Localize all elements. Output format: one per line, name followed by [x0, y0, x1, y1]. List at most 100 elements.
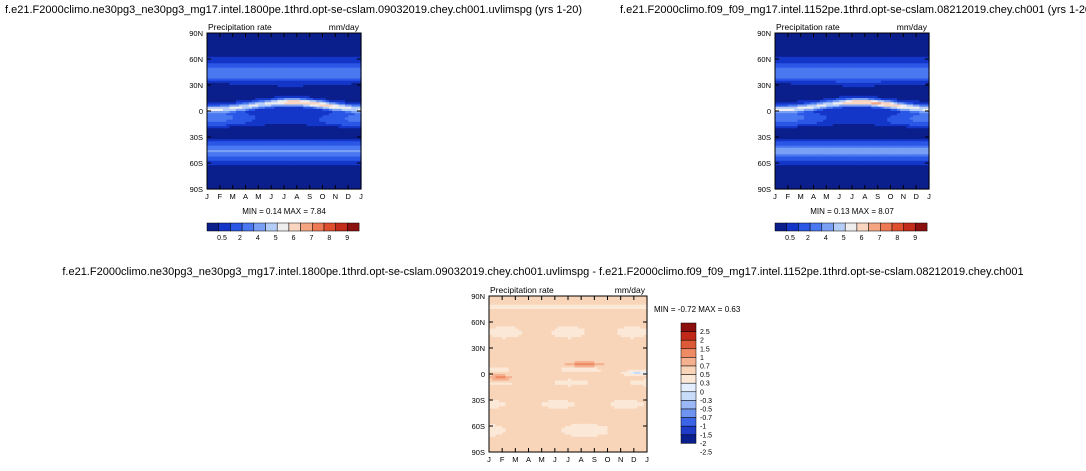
heatmap-cell: [223, 102, 227, 106]
heatmap-cell: [300, 130, 304, 134]
heatmap-cell: [216, 72, 221, 75]
heatmap-cell: [322, 167, 327, 171]
heatmap-cell: [271, 173, 275, 177]
heatmap-cell: [261, 137, 266, 140]
heatmap-cell: [338, 61, 343, 64]
heatmap-cell: [210, 56, 215, 60]
heatmap-cell: [322, 63, 327, 67]
heatmap-cell: [338, 139, 343, 142]
heatmap-cell: [338, 171, 343, 175]
heatmap-cell: [216, 139, 221, 142]
heatmap-cell: [344, 128, 349, 132]
heatmap-cell: [287, 69, 292, 73]
heatmap-cell: [341, 50, 346, 54]
heatmap-cell: [306, 98, 311, 101]
heatmap-cell: [267, 158, 272, 162]
heatmap-cell: [207, 152, 211, 155]
heatmap-cell: [335, 158, 340, 162]
heatmap-cell: [861, 41, 866, 45]
heatmap-cell: [816, 37, 821, 41]
heatmap-cell: [807, 33, 811, 36]
heatmap-cell: [216, 115, 221, 119]
heatmap-cell: [287, 111, 292, 114]
heatmap-cell: [332, 61, 336, 64]
heatmap-cell: [296, 69, 301, 73]
heatmap-cell: [261, 143, 266, 147]
heatmap-cell: [248, 186, 253, 190]
heatmap-cell: [287, 113, 292, 116]
heatmap-cell: [210, 163, 215, 166]
heatmap-cell: [255, 182, 259, 186]
heatmap-cell: [303, 104, 308, 108]
heatmap-cell: [341, 69, 346, 73]
heatmap-cell: [287, 150, 292, 153]
heatmap-cell: [226, 182, 231, 186]
heatmap-cell: [341, 167, 346, 171]
heatmap-cell: [328, 95, 333, 99]
heatmap-cell: [306, 76, 311, 80]
heatmap-cell: [778, 61, 783, 64]
heatmap-cell: [823, 63, 827, 67]
heatmap-cell: [852, 35, 856, 38]
heatmap-cell: [296, 59, 301, 62]
heatmap-cell: [242, 93, 247, 97]
heatmap-cell: [239, 126, 243, 129]
heatmap-cell: [235, 39, 240, 43]
heatmap-cell: [290, 115, 295, 119]
heatmap-cell: [264, 126, 269, 129]
heatmap-cell: [309, 137, 314, 140]
heatmap-cell: [797, 43, 802, 47]
heatmap-cell: [239, 117, 243, 121]
heatmap-cell: [235, 171, 240, 175]
heatmap-cell: [335, 104, 340, 108]
heatmap-cell: [344, 39, 349, 43]
heatmap-cell: [787, 61, 792, 64]
heatmap-cell: [271, 158, 275, 162]
heatmap-cell: [300, 137, 304, 140]
heatmap-cell: [900, 50, 904, 54]
heatmap-cell: [357, 93, 362, 97]
heatmap-cell: [906, 35, 911, 38]
heatmap-cell: [357, 137, 362, 140]
heatmap-cell: [223, 87, 227, 90]
heatmap-cell: [287, 143, 292, 147]
heatmap-cell: [226, 78, 231, 82]
heatmap-cell: [296, 111, 301, 114]
legend-label: 5: [274, 235, 278, 242]
heatmap-cell: [219, 111, 224, 114]
heatmap-cell: [306, 124, 311, 127]
heatmap-cell: [223, 156, 227, 160]
heatmap-cell: [341, 98, 346, 101]
heatmap-cell: [271, 50, 275, 54]
heatmap-cell: [290, 108, 295, 112]
heatmap-cell: [344, 126, 349, 129]
heatmap-cell: [219, 147, 224, 151]
heatmap-cell: [226, 126, 231, 129]
heatmap-cell: [229, 165, 234, 168]
heatmap-cell: [800, 37, 805, 41]
heatmap-cell: [781, 37, 786, 41]
heatmap-cell: [351, 35, 356, 38]
heatmap-cell: [351, 130, 356, 134]
heatmap-cell: [874, 61, 879, 64]
heatmap-cell: [280, 108, 285, 112]
heatmap-cell: [216, 63, 221, 67]
heatmap-cell: [284, 182, 288, 186]
heatmap-cell: [274, 85, 279, 88]
heatmap-cell: [912, 37, 917, 41]
heatmap-cell: [280, 95, 285, 99]
heatmap-cell: [880, 35, 885, 38]
heatmap-cell: [245, 100, 250, 103]
heatmap-cell: [207, 61, 211, 64]
heatmap-cell: [207, 48, 211, 51]
heatmap-cell: [781, 33, 786, 36]
heatmap-cell: [261, 95, 266, 99]
heatmap-cell: [810, 56, 815, 60]
heatmap-cell: [245, 163, 250, 166]
x-tick-label: M: [230, 192, 236, 201]
heatmap-cell: [922, 59, 927, 62]
heatmap-cell: [341, 100, 346, 103]
heatmap-cell: [791, 46, 795, 49]
heatmap-cell: [242, 98, 247, 101]
heatmap-cell: [312, 39, 317, 43]
